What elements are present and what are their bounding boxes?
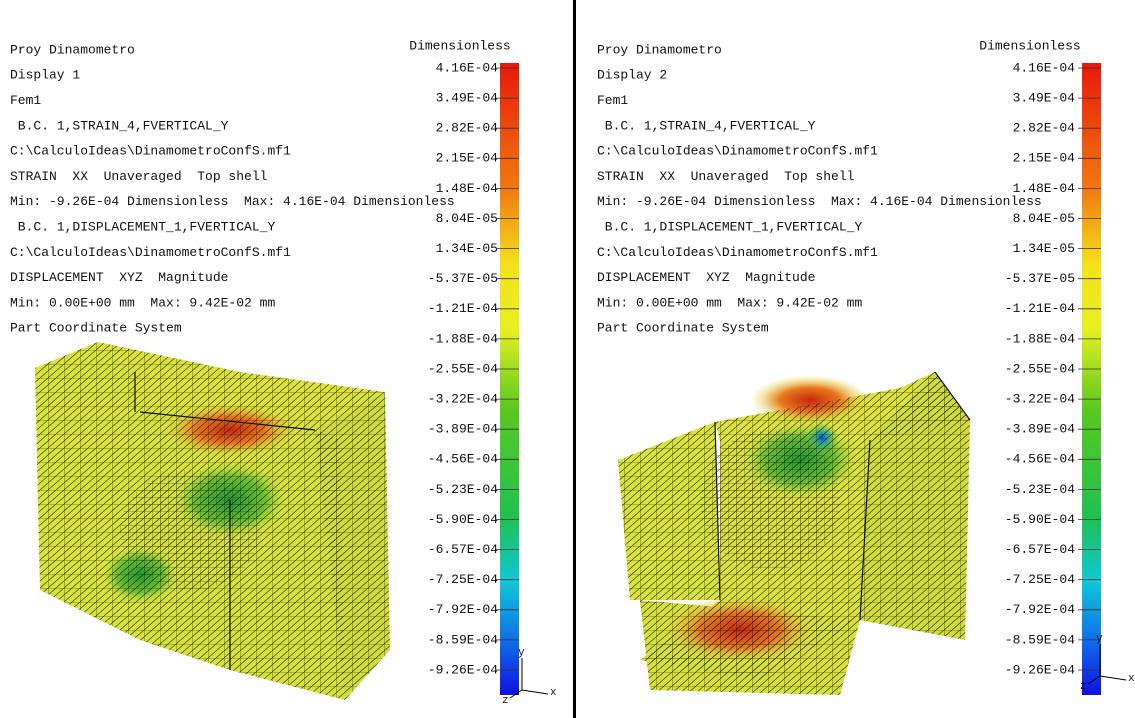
colorbar-label: -8.59E-04: [1005, 632, 1075, 647]
colorbar-label: -6.57E-04: [428, 542, 498, 557]
info-line: STRAIN XX Unaveraged Top shell: [597, 169, 855, 184]
colorbar: [500, 63, 519, 695]
info-line: Proy Dinamometro: [597, 42, 722, 57]
triad-label: x: [550, 687, 557, 699]
info-line: B.C. 1,DISPLACEMENT_1,FVERTICAL_Y: [10, 220, 275, 235]
info-line: Part Coordinate System: [597, 321, 769, 336]
triad-label: y: [1096, 633, 1103, 645]
colorbar-label: -3.89E-04: [428, 422, 498, 437]
colorbar-label: -7.92E-04: [428, 602, 498, 617]
info-line: C:\CalculoIdeas\DinamometroConfS.mf1: [597, 245, 878, 260]
colorbar-label: -1.21E-04: [428, 301, 498, 316]
colorbar-label: 3.49E-04: [436, 91, 499, 106]
screen: Proy Dinamometro Display 1 Fem1 B.C. 1,STR…: [0, 0, 1135, 718]
info-line: Min: -9.26E-04 Dimensionless Max: 4.16E-…: [10, 194, 455, 209]
colorbar-label: -6.57E-04: [1005, 542, 1075, 557]
colorbar: [1082, 63, 1101, 695]
colorbar-label: 2.15E-04: [436, 151, 499, 166]
info-line: Proy Dinamometro: [10, 42, 135, 57]
info-line: Min: 0.00E+00 mm Max: 9.42E-02 mm: [597, 295, 862, 310]
colorbar-label: 1.48E-04: [436, 181, 499, 196]
page: Proy Dinamometro Display 1 Fem1 B.C. 1,STR…: [0, 0, 1135, 718]
colorbar-label: 1.34E-05: [436, 241, 498, 256]
triad-label: y: [518, 647, 525, 659]
info-line: B.C. 1,STRAIN_4,FVERTICAL_Y: [10, 118, 229, 133]
colorbar-label: -4.56E-04: [1005, 452, 1075, 467]
colorbar-label: -5.23E-04: [428, 482, 498, 497]
colorbar-label: -7.92E-04: [1005, 602, 1075, 617]
colorbar-label: -7.25E-04: [1005, 572, 1075, 587]
colorbar-label: -8.59E-04: [428, 632, 498, 647]
colorbar-label: -2.55E-04: [1005, 361, 1075, 376]
colorbar-label: 2.82E-04: [436, 121, 499, 136]
colorbar-label: -1.88E-04: [428, 331, 498, 346]
info-line: C:\CalculoIdeas\DinamometroConfS.mf1: [10, 245, 291, 260]
colorbar-label: -3.89E-04: [1005, 422, 1075, 437]
colorbar-label: -5.23E-04: [1005, 482, 1075, 497]
info-line: B.C. 1,STRAIN_4,FVERTICAL_Y: [597, 118, 816, 133]
info-line: Display 2: [597, 68, 667, 83]
info-line: DISPLACEMENT XYZ Magnitude: [597, 270, 815, 285]
info-line: B.C. 1,DISPLACEMENT_1,FVERTICAL_Y: [597, 220, 862, 235]
info-line: STRAIN XX Unaveraged Top shell: [10, 169, 268, 184]
colorbar-label: 2.82E-04: [1013, 121, 1076, 136]
triad-label: z: [502, 695, 509, 707]
triad-label: z: [1080, 681, 1087, 693]
info-line: Fem1: [10, 93, 41, 108]
info-line: Min: 0.00E+00 mm Max: 9.42E-02 mm: [10, 295, 275, 310]
colorbar-label: 8.04E-05: [436, 211, 498, 226]
info-line: Part Coordinate System: [10, 321, 182, 336]
info-line: C:\CalculoIdeas\DinamometroConfS.mf1: [10, 144, 291, 159]
colorbar-label: -9.26E-04: [1005, 662, 1075, 677]
info-line: Fem1: [597, 93, 628, 108]
colorbar-label: -7.25E-04: [428, 572, 498, 587]
info-line: Min: -9.26E-04 Dimensionless Max: 4.16E-…: [597, 194, 1042, 209]
colorbar-label: -3.22E-04: [1005, 392, 1075, 407]
colorbar-label: -1.88E-04: [1005, 331, 1075, 346]
colorbar-label: -5.37E-05: [428, 271, 498, 286]
colorbar-label: -5.90E-04: [428, 512, 498, 527]
colorbar-label: 2.15E-04: [1013, 151, 1076, 166]
info-line: C:\CalculoIdeas\DinamometroConfS.mf1: [597, 144, 878, 159]
triad-label: x: [1128, 673, 1135, 685]
colorbar-label: 1.34E-05: [1013, 241, 1075, 256]
colorbar-label: -5.37E-05: [1005, 271, 1075, 286]
colorbar-label: -1.21E-04: [1005, 301, 1075, 316]
colorbar-label: 1.48E-04: [1013, 181, 1076, 196]
colorbar-label: 4.16E-04: [436, 60, 499, 75]
colorbar-unit: Dimensionless: [409, 38, 510, 53]
divider: [573, 0, 576, 718]
colorbar-unit: Dimensionless: [979, 38, 1080, 53]
colorbar-label: 3.49E-04: [1013, 91, 1076, 106]
info-line: Display 1: [10, 68, 80, 83]
colorbar-label: -9.26E-04: [428, 662, 498, 677]
colorbar-label: -2.55E-04: [428, 361, 498, 376]
colorbar-label: 8.04E-05: [1013, 211, 1075, 226]
colorbar-label: -4.56E-04: [428, 452, 498, 467]
colorbar-label: 4.16E-04: [1013, 60, 1076, 75]
info-line: DISPLACEMENT XYZ Magnitude: [10, 270, 228, 285]
colorbar-label: -5.90E-04: [1005, 512, 1075, 527]
colorbar-label: -3.22E-04: [428, 392, 498, 407]
